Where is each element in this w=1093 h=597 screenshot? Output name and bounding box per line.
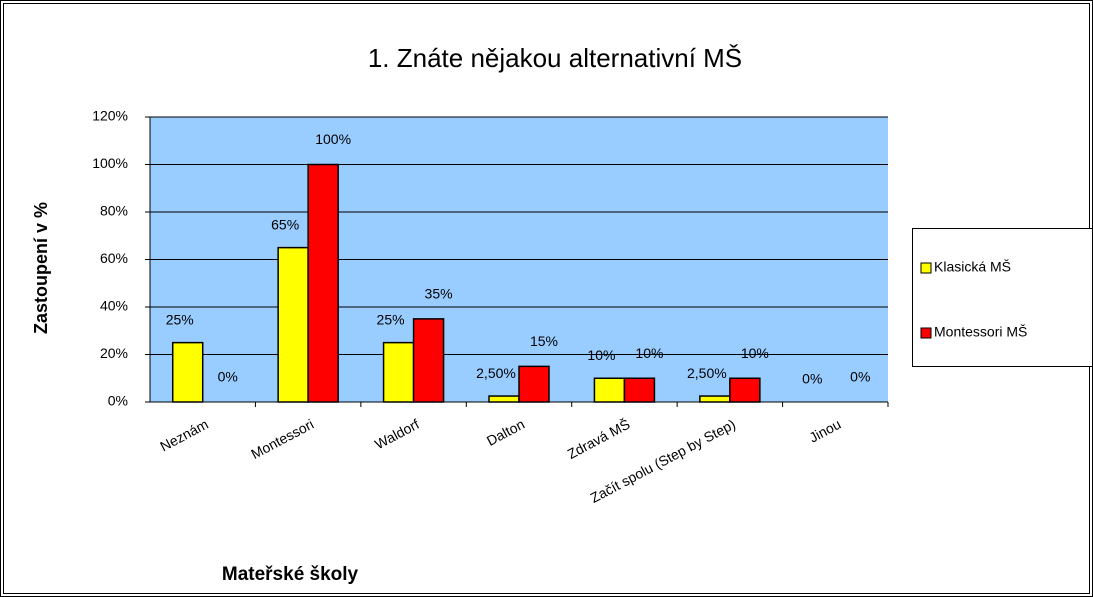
data-label: 25% [377,311,405,327]
data-label: 10% [635,345,663,361]
data-label: 0% [218,369,238,385]
bar [593,377,626,403]
data-label: 10% [587,347,615,363]
legend-label: Klasická MŠ [934,259,1011,275]
data-label: 65% [271,216,299,232]
legend-label: Montessori MŠ [934,324,1027,340]
y-tick-label: 120% [92,108,128,124]
bar [699,395,731,403]
legend-swatch [920,327,932,339]
data-label: 2,50% [687,365,727,381]
bar [412,318,445,403]
y-tick-label: 20% [100,345,128,361]
chart-title: 1. Znáte nějakou alternativní MŠ [368,43,742,73]
bar [382,341,415,403]
bar [488,395,520,403]
data-label: 100% [315,131,351,147]
y-tick-label: 0% [108,393,128,409]
bar [277,246,309,403]
y-tick-label: 40% [100,298,128,314]
data-label: 0% [850,369,870,385]
y-tick-label: 100% [92,155,128,171]
legend-box [912,228,1093,367]
x-axis-label: Mateřské školy [222,564,359,585]
data-label: 2,50% [476,365,516,381]
bar [729,377,761,403]
y-tick-label: 80% [100,203,128,219]
data-label: 0% [802,371,822,387]
data-label: 10% [741,345,769,361]
data-label: 35% [425,286,453,302]
y-tick-label: 60% [100,250,128,266]
bar [171,341,204,403]
data-label: 15% [530,333,558,349]
bar [518,365,550,403]
legend-swatch [920,262,932,274]
y-axis-label: Zastoupení v % [31,202,51,334]
data-label: 25% [166,311,194,327]
bar [307,163,339,403]
bar [623,377,656,403]
